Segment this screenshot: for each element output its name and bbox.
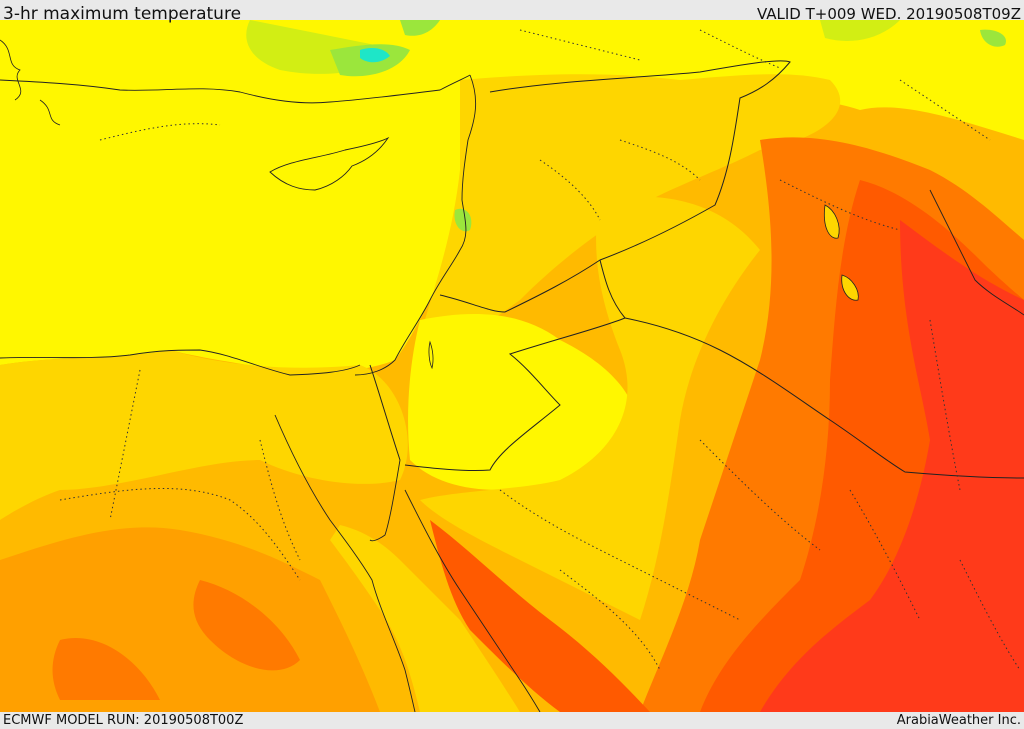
saudi-iraq-border [624, 317, 1024, 479]
egypt-israel-border [369, 364, 401, 461]
jordan-zone [408, 314, 640, 490]
model-run-label: ECMWF MODEL RUN: 20190508T00Z [3, 713, 244, 728]
temperature-map [0, 20, 1024, 712]
footer-bar [0, 712, 1024, 729]
aqaba-gulf-coast [369, 459, 401, 542]
egypt-hot-patch-1 [193, 580, 300, 671]
mediterranean-sea [0, 75, 475, 373]
egypt-north-zone [0, 350, 408, 520]
turkey-green-3 [400, 20, 440, 36]
gulf-coastline [929, 189, 1024, 316]
iraq-lake-1 [823, 204, 840, 239]
lebanon-green [454, 208, 472, 232]
egypt-hot-patch-2 [52, 638, 160, 700]
turkey-green-4 [820, 20, 900, 41]
hejaz-coast-zone [430, 520, 650, 712]
header-bar [0, 0, 1024, 20]
suez-gulf-coast [274, 414, 416, 712]
map-title: 3-hr maximum temperature [3, 4, 242, 24]
red-sea [330, 525, 520, 712]
levant-zone [410, 74, 841, 380]
turkey-cyan [360, 48, 390, 63]
hejaz-coastline [404, 489, 541, 712]
levant-coastline [354, 74, 477, 376]
cyprus-island [269, 136, 390, 191]
central-arabia-zone [420, 196, 760, 620]
turkey-green-5 [980, 29, 1006, 47]
dead-sea [428, 340, 434, 370]
province-boundaries [59, 29, 1021, 671]
valid-time-label: VALID T+009 WED. 20190508T09Z [756, 5, 1021, 23]
turkey-coastline [0, 74, 471, 104]
iraq-lake-2 [841, 274, 859, 301]
hottest-zone [760, 220, 1024, 712]
syria-iraq-border [489, 60, 791, 313]
brand-label: ArabiaWeather Inc. [896, 713, 1021, 728]
egypt-coastline [0, 349, 361, 376]
jordan-border [404, 259, 626, 472]
aegean-coastline [0, 39, 61, 126]
